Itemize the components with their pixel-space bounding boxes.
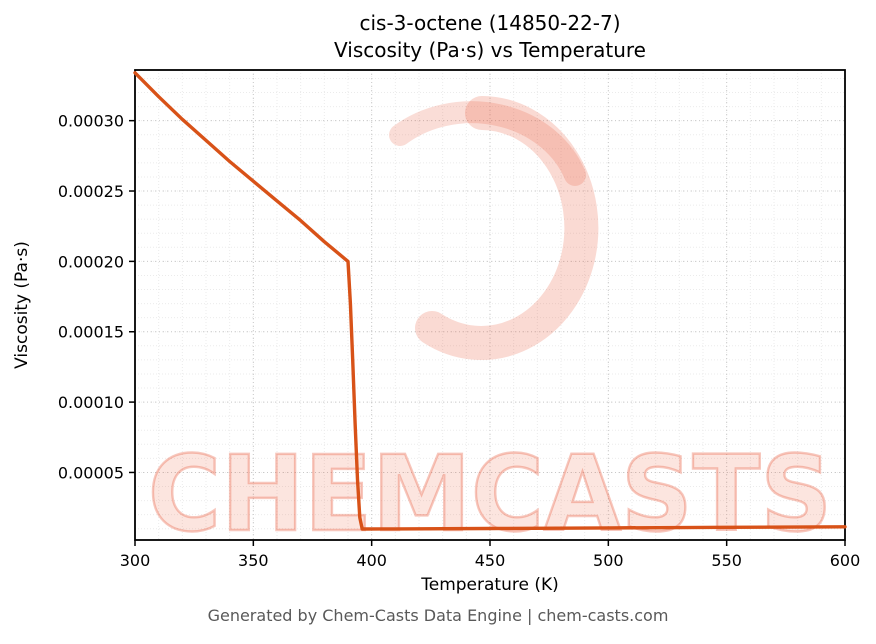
chart-title-line1: cis-3-octene (14850-22-7)	[359, 11, 621, 35]
gridlines	[134, 70, 846, 540]
series-lines	[133, 71, 847, 531]
y-tick-label: 0.00030	[58, 112, 124, 131]
chart-title: cis-3-octene (14850-22-7) Viscosity (Pa·…	[135, 10, 845, 64]
x-tick-label: 400	[356, 551, 387, 570]
watermark: CHEMCASTS	[147, 96, 833, 556]
y-tick-label: 0.00005	[58, 463, 124, 482]
x-tick-label: 500	[593, 551, 624, 570]
y-tick-label: 0.00015	[58, 323, 124, 342]
x-tick-label: 300	[120, 551, 151, 570]
y-tick-label: 0.00025	[58, 182, 124, 201]
watermark-text: CHEMCASTS	[148, 433, 832, 555]
x-tick-label: 550	[711, 551, 742, 570]
x-tick-label: 450	[475, 551, 506, 570]
watermark-logo-swirl	[389, 101, 586, 186]
y-tick-label: 0.00020	[58, 252, 124, 271]
chart-title-line2: Viscosity (Pa·s) vs Temperature	[334, 38, 646, 62]
axes: 300 350 400 450 500 550 600 0.00005 0.00010 0.000…	[58, 69, 861, 570]
x-axis-label: Temperature (K)	[421, 575, 559, 595]
x-tick-label: 600	[830, 551, 861, 570]
footer-text: Generated by Chem-Casts Data Engine | ch…	[207, 606, 669, 625]
series-line-viscosity	[133, 71, 847, 531]
y-axis-label: Viscosity (Pa·s)	[12, 241, 32, 369]
x-tick-label: 350	[238, 551, 269, 570]
y-tick-label: 0.00010	[58, 393, 124, 412]
watermark-logo-ring	[415, 96, 599, 360]
